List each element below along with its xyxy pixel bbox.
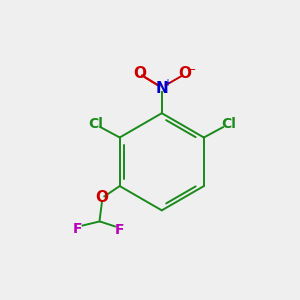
Text: N: N <box>155 81 168 96</box>
Text: O: O <box>95 190 109 205</box>
Text: −: − <box>187 65 196 75</box>
Text: O: O <box>133 66 146 81</box>
Text: +: + <box>163 78 171 88</box>
Text: O: O <box>178 66 191 81</box>
Text: Cl: Cl <box>88 117 103 131</box>
Text: Cl: Cl <box>221 117 236 131</box>
Text: F: F <box>115 223 124 237</box>
Text: F: F <box>73 222 82 236</box>
